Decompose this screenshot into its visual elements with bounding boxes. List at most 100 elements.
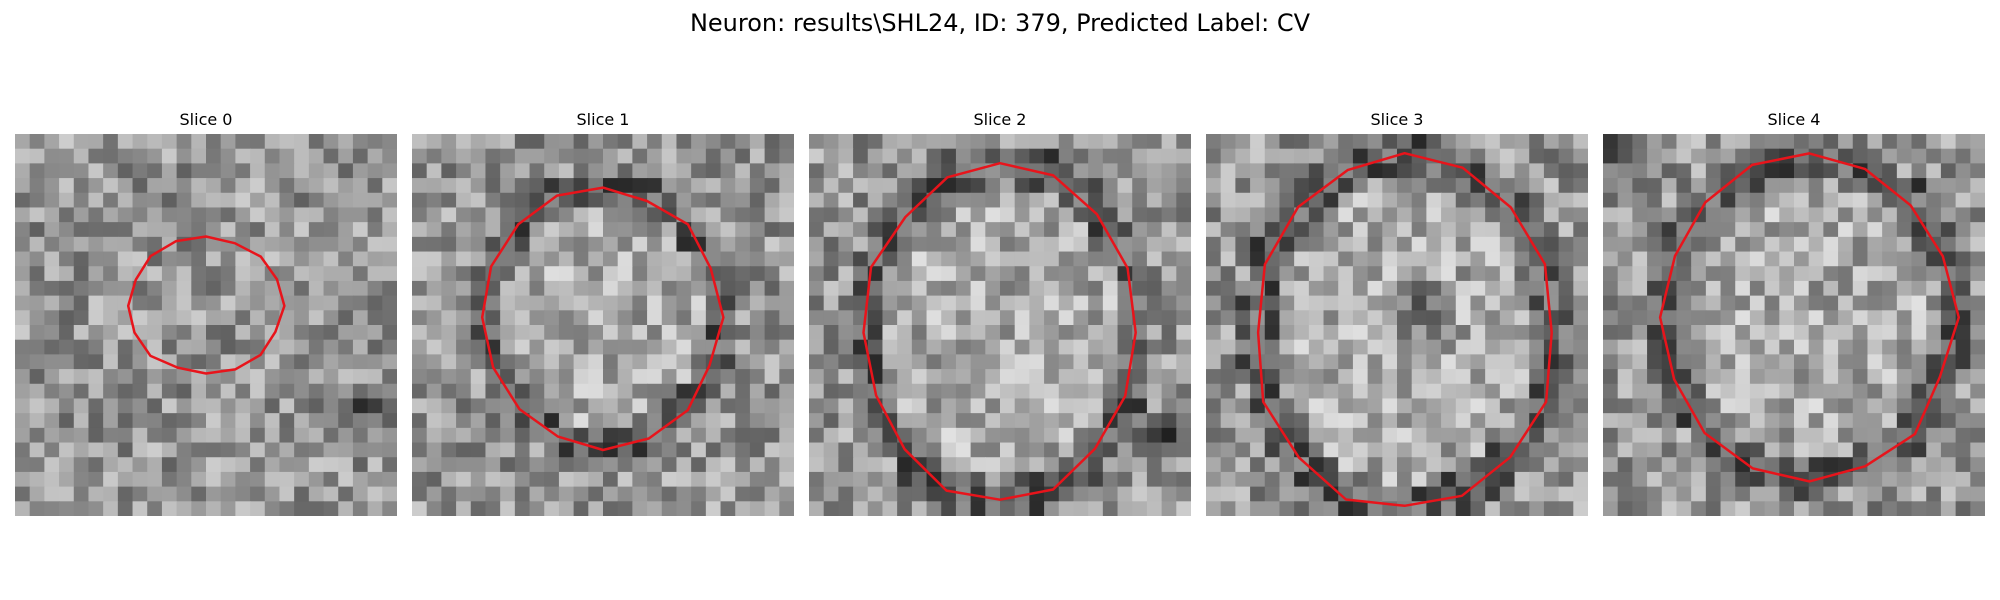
pixel <box>1955 339 1971 355</box>
pixel <box>1073 339 1089 355</box>
pixel <box>1235 266 1251 282</box>
pixel <box>1279 325 1295 341</box>
pixel <box>1896 325 1913 341</box>
pixel <box>1499 310 1516 326</box>
pixel <box>897 398 913 414</box>
pixel <box>206 457 222 473</box>
pixel <box>1735 207 1751 223</box>
pixel <box>191 236 207 253</box>
pixel <box>1235 163 1251 179</box>
pixel <box>1441 222 1457 238</box>
pixel <box>1029 471 1045 488</box>
pixel <box>588 398 604 414</box>
pixel <box>206 501 222 516</box>
pixel <box>955 251 972 267</box>
pixel <box>412 427 428 444</box>
pixel <box>941 222 957 238</box>
pixel <box>1749 207 1766 223</box>
pixel <box>1955 148 1971 164</box>
pixel <box>352 295 369 311</box>
pixel <box>1014 413 1030 429</box>
pixel <box>1882 251 1898 267</box>
pixel <box>1338 178 1354 194</box>
pixel <box>500 266 516 282</box>
pixel <box>603 266 619 282</box>
pixel <box>661 471 678 488</box>
pixel <box>250 486 266 502</box>
pixel <box>1911 369 1927 385</box>
pixel <box>279 163 295 179</box>
pixel <box>470 251 487 267</box>
pixel <box>1632 134 1648 150</box>
pixel <box>1382 280 1398 297</box>
pixel <box>1514 383 1530 400</box>
pixel <box>15 310 31 326</box>
pixel <box>529 442 545 458</box>
pixel <box>191 442 207 458</box>
pixel <box>1617 339 1633 355</box>
pixel <box>1647 442 1663 458</box>
pixel <box>191 192 207 209</box>
pixel <box>1705 266 1722 282</box>
pixel <box>206 427 222 444</box>
pixel <box>1764 251 1780 267</box>
pixel <box>412 339 428 355</box>
pixel <box>294 501 310 516</box>
pixel <box>1661 442 1678 458</box>
pixel <box>1970 471 1985 488</box>
pixel <box>926 427 942 444</box>
pixel <box>338 310 354 326</box>
pixel <box>1764 383 1780 400</box>
pixel <box>1029 442 1045 458</box>
pixel <box>15 266 31 282</box>
pixel <box>1338 295 1354 311</box>
pixel <box>44 222 60 238</box>
pixel <box>1426 163 1442 179</box>
pixel <box>853 266 869 282</box>
pixel <box>1617 266 1633 282</box>
pixel <box>441 295 457 311</box>
pixel <box>59 413 75 429</box>
pixel <box>985 383 1001 400</box>
pixel <box>1647 339 1663 355</box>
pixel <box>103 207 119 223</box>
pixel <box>308 295 325 311</box>
pixel <box>1911 148 1927 164</box>
pixel <box>779 207 794 223</box>
pixel <box>1514 251 1530 267</box>
pixel <box>279 178 295 194</box>
pixel <box>573 148 589 164</box>
pixel <box>970 251 986 267</box>
pixel <box>558 178 575 194</box>
pixel <box>147 178 163 194</box>
pixel <box>779 222 794 238</box>
pixel <box>1102 398 1119 414</box>
pixel <box>1014 163 1030 179</box>
pixel <box>764 383 780 400</box>
pixel <box>1720 266 1736 282</box>
pixel <box>1838 339 1854 355</box>
pixel <box>220 398 236 414</box>
pixel <box>1735 398 1751 414</box>
pixel <box>647 207 663 223</box>
pixel <box>1014 148 1030 164</box>
pixel <box>941 427 957 444</box>
pixel <box>882 457 898 473</box>
pixel <box>1558 413 1574 429</box>
pixel <box>1279 266 1295 282</box>
pixel <box>132 413 148 429</box>
pixel <box>1455 178 1472 194</box>
pixel <box>705 442 722 458</box>
pixel <box>1823 295 1839 311</box>
pixel <box>632 295 648 311</box>
pixel <box>1382 457 1398 473</box>
pixel <box>1411 369 1427 385</box>
pixel <box>441 471 457 488</box>
pixel <box>161 339 178 355</box>
pixel <box>617 413 633 429</box>
pixel <box>1529 134 1545 150</box>
pixel <box>1235 178 1251 194</box>
pixel <box>720 163 736 179</box>
pixel <box>250 192 266 209</box>
pixel <box>1926 192 1942 209</box>
